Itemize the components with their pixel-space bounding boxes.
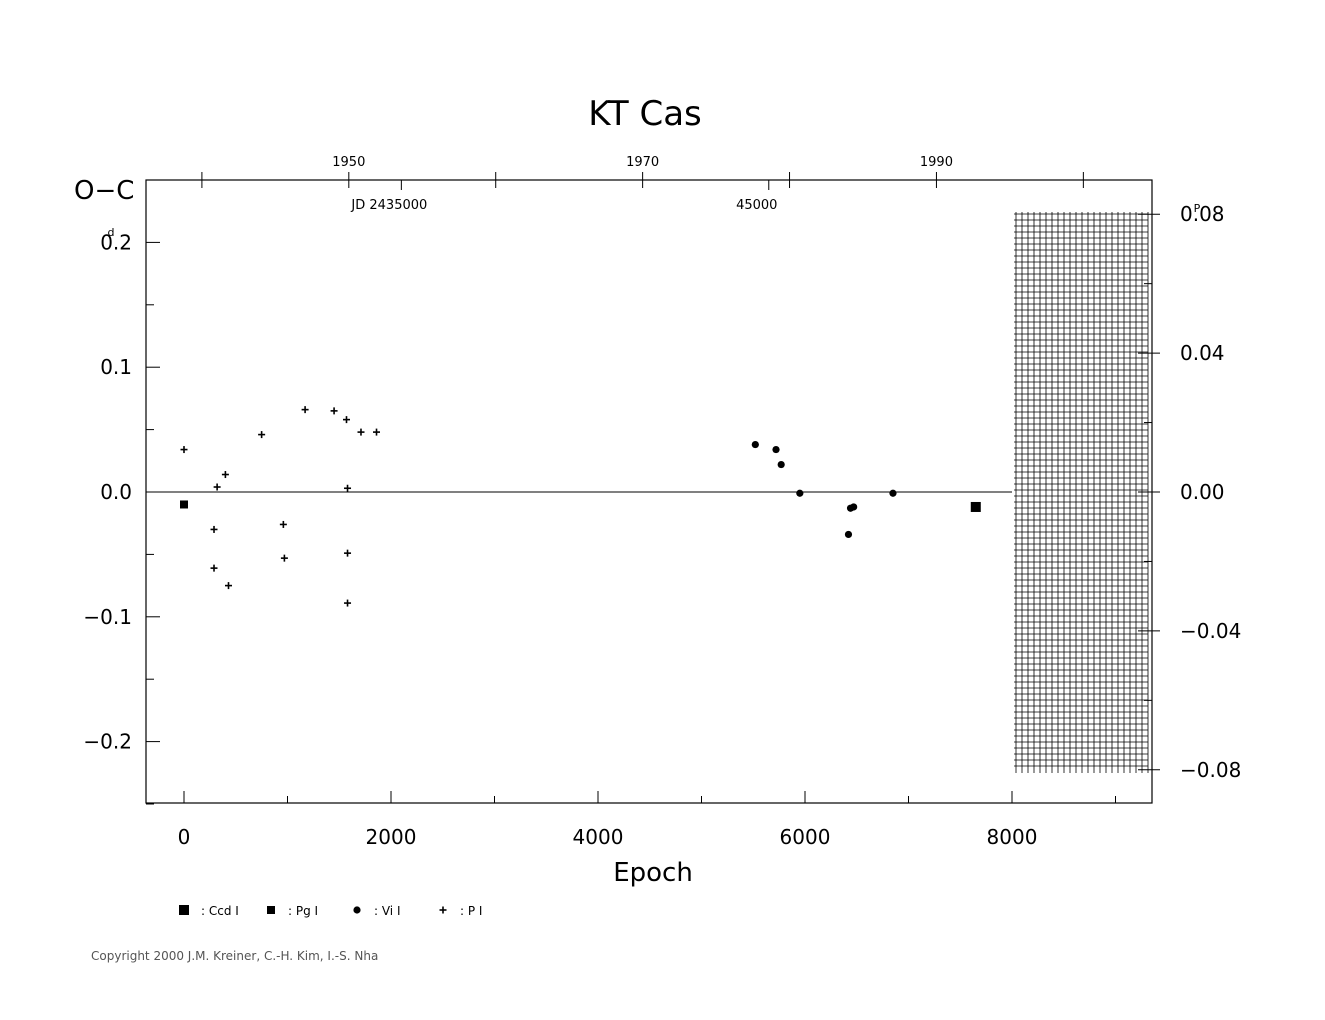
data-point-circle — [850, 503, 858, 511]
legend-label: : Pg I — [288, 904, 318, 918]
future-region-grid — [1014, 212, 1149, 773]
data-point-plus — [330, 407, 338, 415]
data-point-plus — [344, 599, 352, 607]
y2-tick-label: 0.00 — [1180, 480, 1225, 504]
legend-marker-square-large — [179, 905, 189, 915]
x-axis-label: Epoch — [613, 858, 693, 888]
data-point-plus — [357, 428, 365, 436]
y2-tick-label: 0.04 — [1180, 341, 1225, 365]
y2-tick-label: −0.08 — [1180, 758, 1241, 782]
data-point-plus — [342, 416, 350, 424]
y-tick-label: −0.2 — [83, 730, 132, 754]
axes: 0 2000 4000 6000 8000 0.2 0.1 0.0 −0.1 −0.2 d 0.08 0… — [83, 155, 1241, 849]
y-unit-label: d — [108, 226, 115, 239]
legend-marker-plus — [439, 906, 447, 914]
data-point-plus — [258, 431, 266, 439]
data-point-circle — [772, 445, 780, 454]
data-point-square-small — [180, 500, 188, 509]
data-point-plus — [210, 564, 218, 572]
y-axis-label: O−C — [74, 176, 134, 206]
plot-frame — [145, 179, 1153, 804]
x-tick-label: 6000 — [780, 825, 831, 849]
y2-unit-label: P — [1194, 202, 1201, 215]
data-point-circle — [751, 440, 759, 449]
x-tick-label: 8000 — [987, 825, 1038, 849]
legend-label: : P I — [460, 904, 482, 918]
year-label: 1990 — [920, 155, 953, 170]
data-point-plus — [344, 549, 352, 557]
chart-title: KT Cas — [588, 94, 702, 134]
data-point-plus — [301, 406, 309, 414]
data-point-plus — [279, 520, 287, 528]
data-point-plus — [210, 525, 218, 533]
data-point-square-large — [970, 501, 981, 512]
y2-tick-label: 0.08 — [1180, 202, 1225, 226]
x-tick-label: 2000 — [366, 825, 417, 849]
data-point-plus — [225, 582, 233, 590]
data-point-circle — [777, 460, 785, 469]
x-tick-label: 4000 — [573, 825, 624, 849]
y-tick-label: 0.1 — [100, 355, 132, 379]
y-tick-label: −0.1 — [83, 605, 132, 629]
copyright-note: Copyright 2000 J.M. Kreiner, C.-H. Kim, … — [91, 949, 379, 963]
data-point-plus — [373, 428, 381, 436]
x-tick-label: 0 — [178, 825, 191, 849]
data-point-plus — [344, 484, 352, 492]
year-label: 1950 — [332, 155, 365, 170]
legend: : Ccd I : Pg I : Vi I : P I — [179, 904, 482, 918]
data-point-plus — [180, 446, 188, 454]
data-point-circle — [796, 489, 804, 497]
data-point-circle — [844, 530, 853, 539]
y-tick-label: 0.0 — [100, 480, 132, 504]
jd-label: 45000 — [736, 198, 777, 213]
legend-label: : Vi I — [374, 904, 401, 918]
data-point-plus — [280, 554, 288, 562]
legend-label: : Ccd I — [201, 904, 239, 918]
jd-label: JD 2435000 — [350, 198, 427, 213]
y-tick-label: 0.2 — [100, 230, 132, 254]
y2-tick-label: −0.04 — [1180, 619, 1241, 643]
year-label: 1970 — [626, 155, 659, 170]
data-point-circle — [889, 489, 897, 497]
legend-marker-square-small — [267, 906, 275, 914]
legend-marker-circle — [353, 906, 361, 914]
data-point-plus — [213, 483, 221, 491]
data-point-plus — [221, 471, 229, 479]
data-points — [180, 406, 981, 607]
